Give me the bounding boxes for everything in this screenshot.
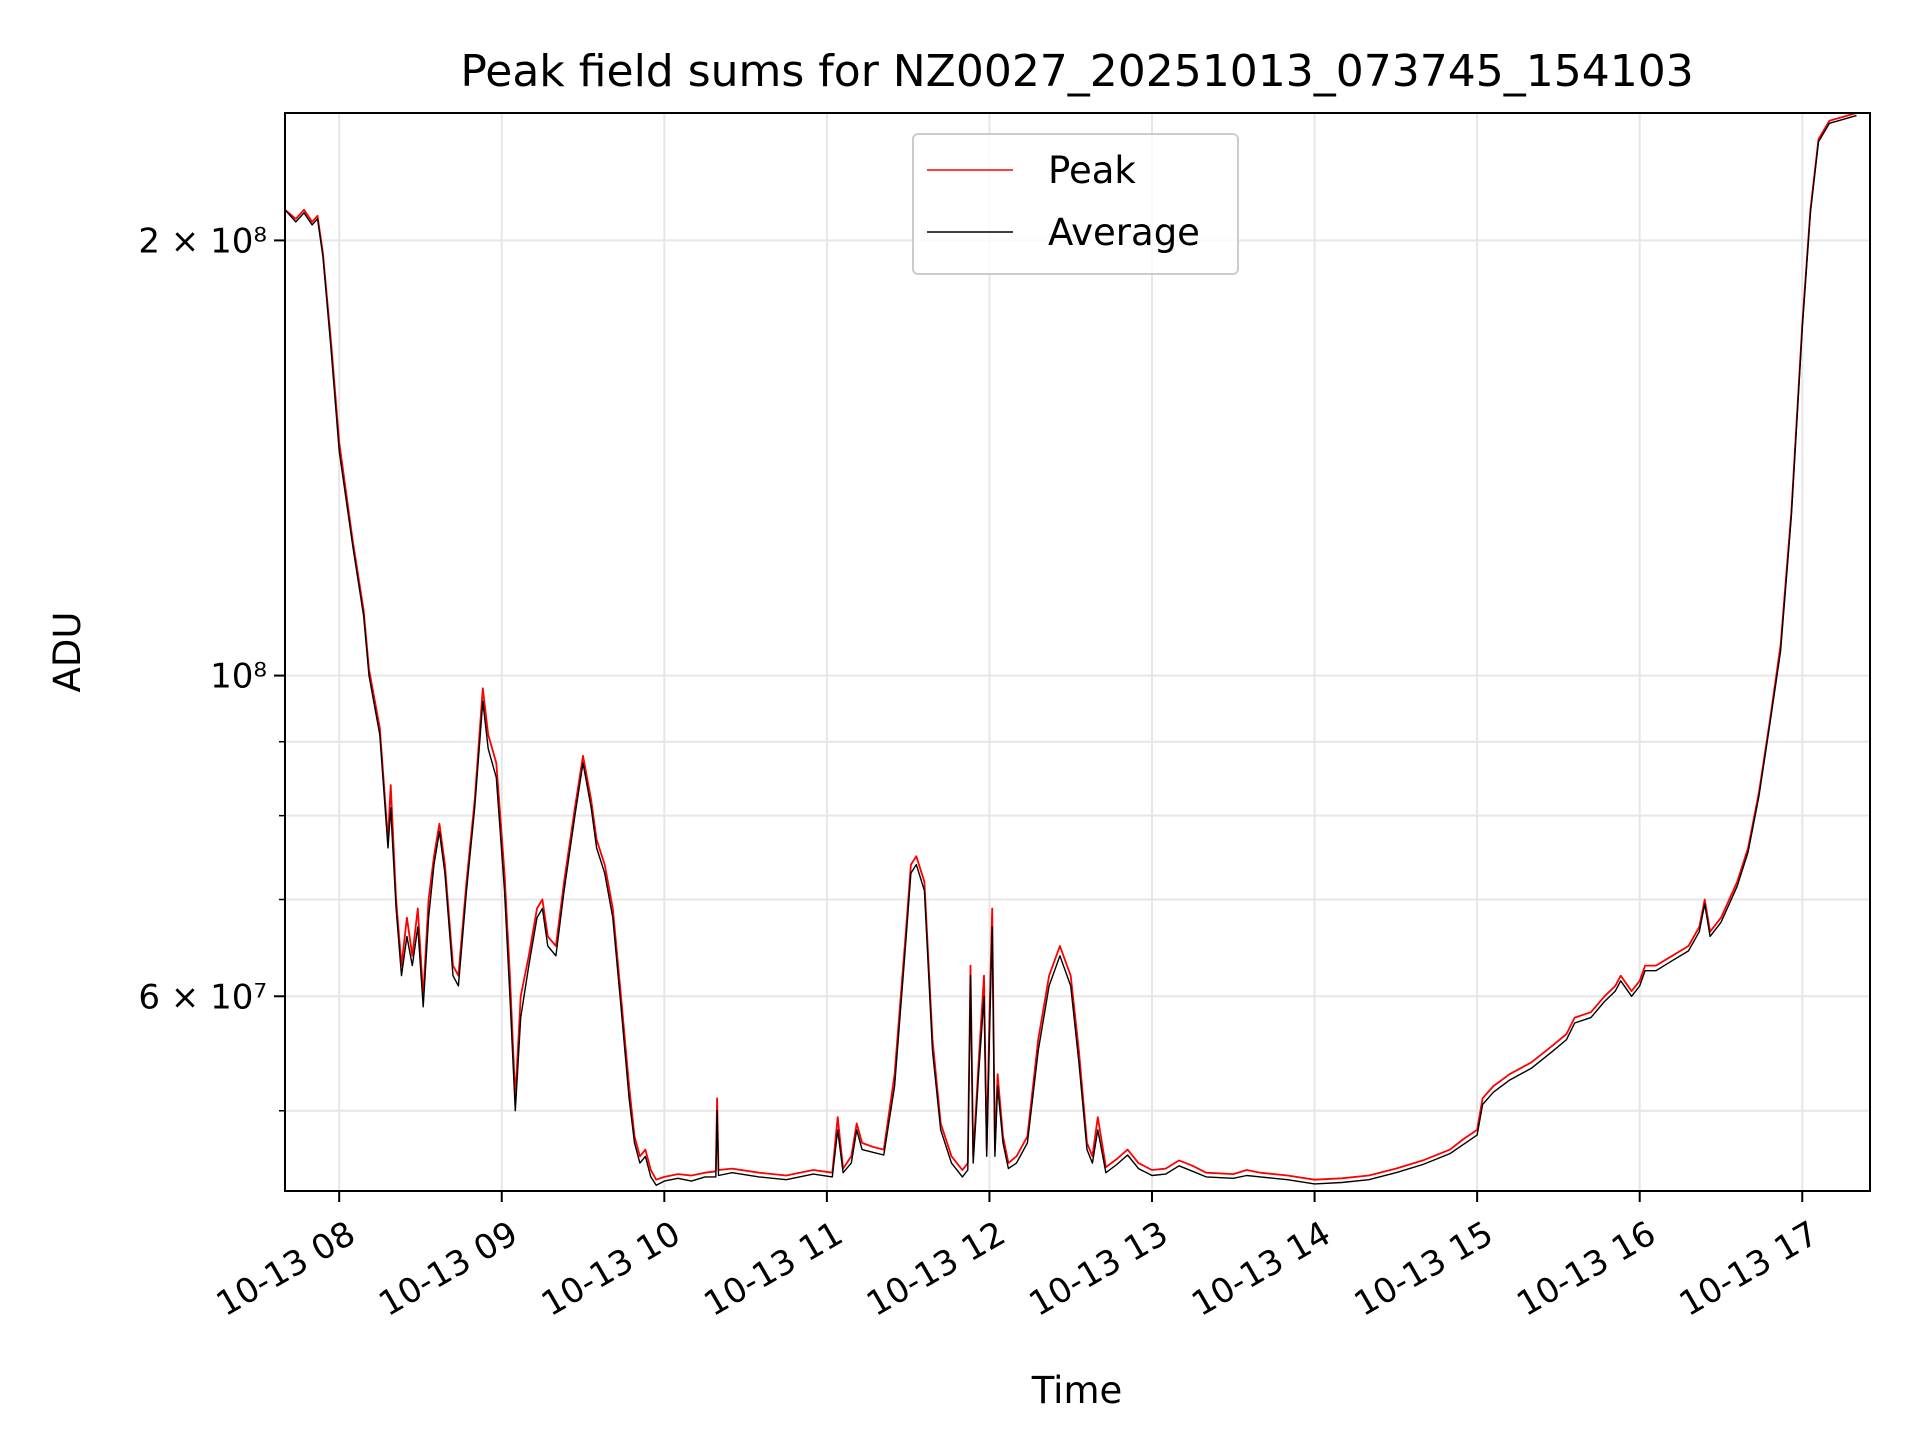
chart-title: Peak field sums for NZ0027_20251013_0737… — [460, 46, 1693, 97]
legend-label-average: Average — [1048, 211, 1200, 254]
y-axis: 2 × 10⁸ 10⁸ 6 × 10⁷ — [138, 221, 285, 1112]
series-line-average — [285, 114, 1857, 1187]
y-tick-label: 6 × 10⁷ — [138, 977, 267, 1017]
series-layer — [285, 113, 1857, 1187]
legend: Peak Average — [912, 133, 1239, 275]
legend-box — [912, 133, 1239, 275]
legend-label-peak: Peak — [1048, 149, 1136, 192]
y-tick-label: 2 × 10⁸ — [138, 221, 267, 261]
y-tick-label: 10⁸ — [210, 657, 267, 697]
plot-frame — [284, 112, 1871, 1192]
y-axis-label: ADU — [46, 612, 89, 693]
x-axis-label: Time — [1031, 1369, 1123, 1412]
